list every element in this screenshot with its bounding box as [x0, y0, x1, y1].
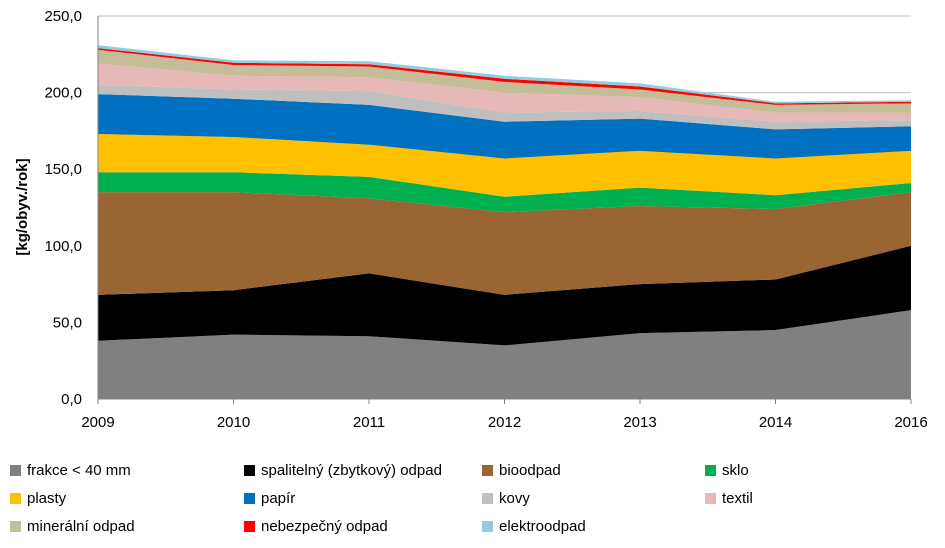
- y-tick-label-2: 100,0: [44, 238, 82, 255]
- legend-label: papír: [261, 489, 296, 507]
- legend-label: frakce < 40 mm: [27, 461, 131, 479]
- legend-label: kovy: [499, 489, 530, 507]
- legend-label: textil: [722, 489, 753, 507]
- legend-swatch: [10, 520, 21, 532]
- legend-item-1: spalitelný (zbytkový) odpad: [244, 456, 442, 484]
- area-series-1: [98, 245, 911, 346]
- area-series-5: [98, 94, 911, 159]
- y-tick-label-0: 0,0: [61, 391, 82, 408]
- y-tick-label-5: 250,0: [44, 8, 82, 25]
- legend-label: bioodpad: [499, 461, 561, 479]
- x-tick-label-4: 2013: [623, 414, 656, 431]
- y-tick-label-1: 50,0: [53, 314, 82, 331]
- legend-swatch: [482, 464, 493, 476]
- legend-swatch: [10, 464, 21, 476]
- legend-swatch: [482, 520, 493, 532]
- legend-row: minerální odpad nebezpečný odpad elektrood…: [10, 512, 940, 540]
- legend-label: nebezpečný odpad: [261, 517, 388, 535]
- legend-swatch: [705, 464, 716, 476]
- area-series-8: [98, 49, 911, 113]
- legend-item-2: bioodpad: [482, 456, 561, 484]
- y-tick-label-4: 200,0: [44, 85, 82, 102]
- legend-item-0: frakce < 40 mm: [10, 456, 131, 484]
- legend-item-4: plasty: [10, 484, 66, 512]
- legend: frakce < 40 mm spalitelný (zbytkový) odpa…: [10, 456, 940, 540]
- x-tick-label-2: 2011: [353, 414, 385, 431]
- legend-swatch: [244, 520, 255, 532]
- y-tick-label-3: 150,0: [44, 161, 82, 178]
- legend-item-10: elektroodpad: [482, 512, 586, 540]
- area-series-2: [98, 192, 911, 295]
- legend-row: plasty papír kovy textil: [10, 484, 940, 512]
- area-series: [98, 45, 911, 399]
- x-tick-label-5: 2014: [759, 414, 792, 431]
- x-tick-label-1: 2010: [217, 414, 250, 431]
- x-tick-label-3: 2012: [488, 414, 521, 431]
- x-tick-label-6: 2016: [894, 414, 927, 431]
- legend-label: minerální odpad: [27, 517, 135, 535]
- axes: 0,0 50,0 100,0 150,0 200,0 250,0 2009 2010 2011 2…: [44, 8, 927, 431]
- legend-swatch: [705, 492, 716, 504]
- area-series-6: [98, 84, 911, 130]
- legend-row: frakce < 40 mm spalitelný (zbytkový) odpa…: [10, 456, 940, 484]
- legend-item-7: textil: [705, 484, 753, 512]
- legend-label: elektroodpad: [499, 517, 586, 535]
- legend-swatch: [244, 492, 255, 504]
- legend-item-6: kovy: [482, 484, 530, 512]
- legend-label: sklo: [722, 461, 749, 479]
- legend-label: spalitelný (zbytkový) odpad: [261, 461, 442, 479]
- y-axis-title: [kg/obyv./rok]: [14, 158, 31, 255]
- area-series-4: [98, 133, 911, 197]
- area-series-3: [98, 172, 911, 213]
- legend-swatch: [482, 492, 493, 504]
- legend-label: plasty: [27, 489, 67, 507]
- legend-item-8: minerální odpad: [10, 512, 135, 540]
- x-tick-label-0: 2009: [81, 414, 114, 431]
- area-series-0: [98, 310, 911, 399]
- legend-swatch: [10, 492, 21, 504]
- legend-swatch: [244, 464, 255, 476]
- legend-item-3: sklo: [705, 456, 749, 484]
- legend-item-5: papír: [244, 484, 295, 512]
- legend-item-9: nebezpečný odpad: [244, 512, 388, 540]
- stacked-area-chart: 0,0 50,0 100,0 150,0 200,0 250,0 2009 2010 2011 2…: [14, 8, 928, 431]
